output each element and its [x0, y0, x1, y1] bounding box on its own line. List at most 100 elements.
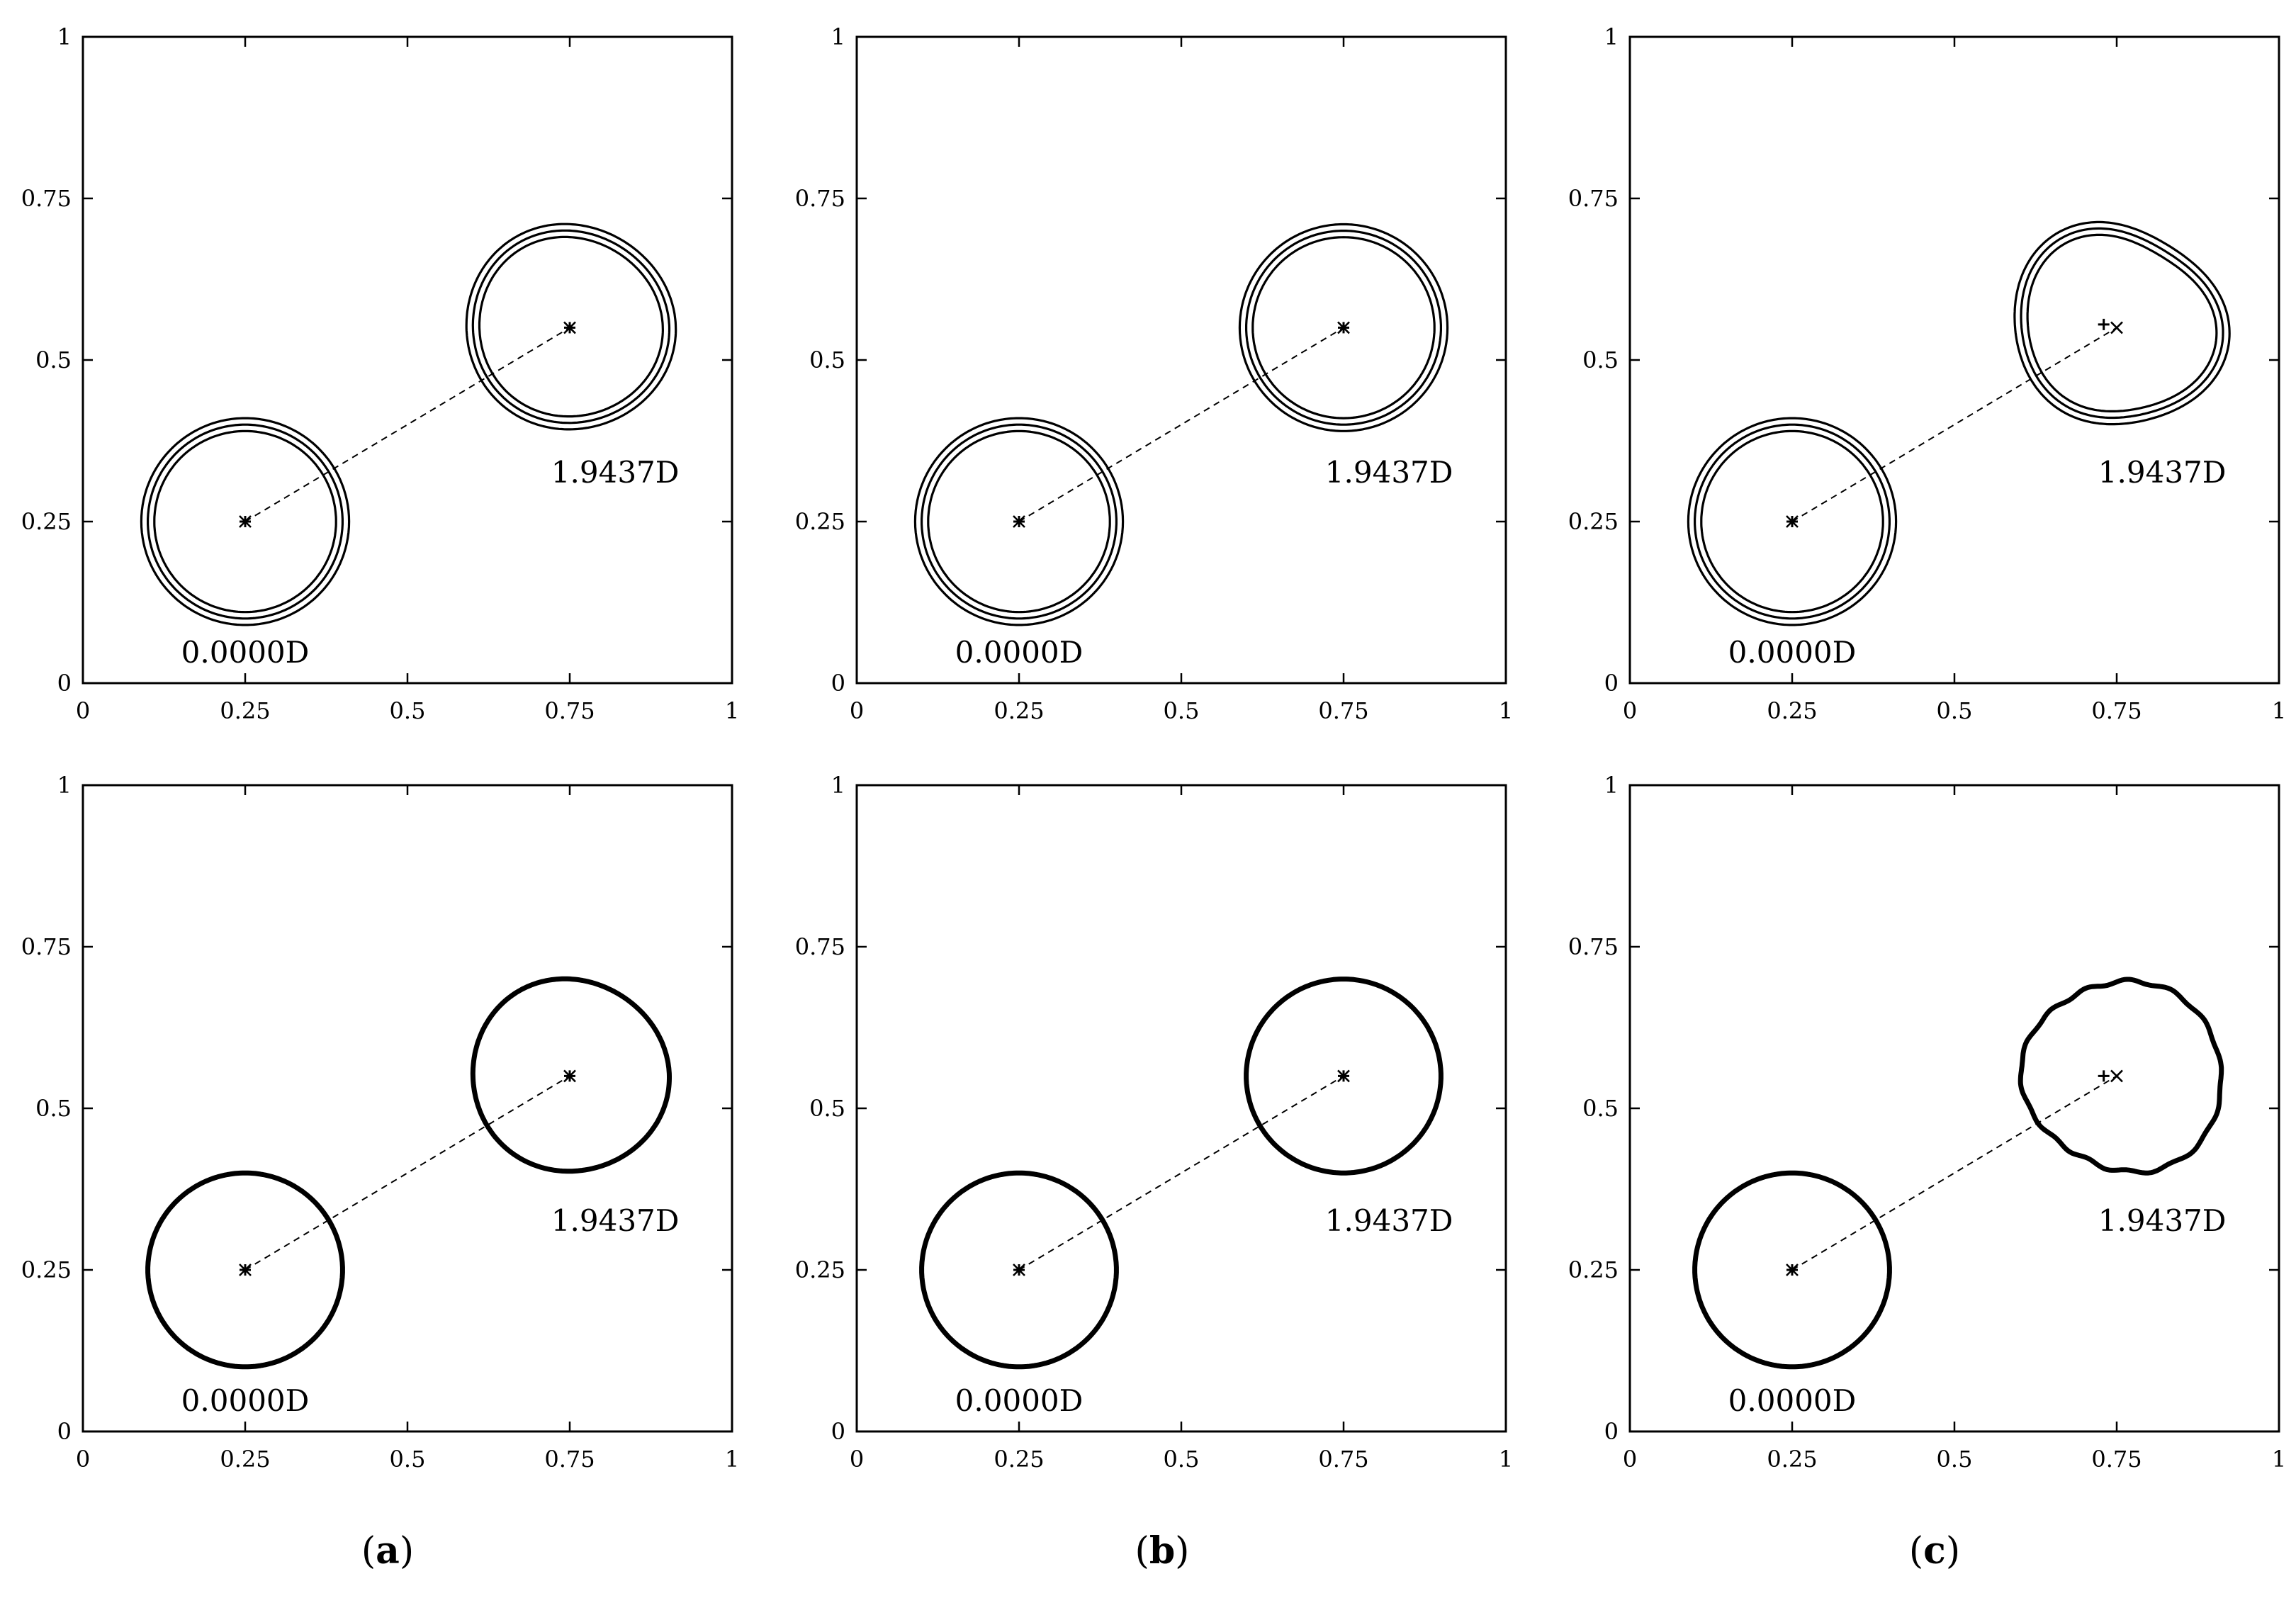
start-distance-label: 0.0000D — [1728, 635, 1857, 670]
y-tick-label: 0.75 — [21, 933, 72, 960]
x-tick-label: 0.75 — [1318, 697, 1368, 724]
panel-c-bottom: 0 0.25 0.5 0.75 1 0 0.25 0.5 0.75 1 0.0000D 1.9437D — [1568, 772, 2286, 1473]
initial-interface-contour — [153, 429, 337, 614]
final-interface-contour — [1251, 236, 1436, 420]
panel-a-bottom: 0 0.25 0.5 0.75 1 0 0.25 0.5 0.75 1 0.0000D 1.9437D — [21, 772, 739, 1473]
x-tick-label: 0 — [850, 697, 864, 724]
y-tick-label: 0 — [831, 1418, 845, 1445]
initial-interface-contour — [1700, 429, 1884, 614]
x-tick-label: 0.75 — [1318, 1446, 1368, 1473]
y-tick-label: 0.5 — [35, 1095, 72, 1122]
y-tick-label: 0.75 — [795, 185, 845, 212]
final-interface-contour — [1245, 230, 1442, 426]
initial-interface-contour — [919, 1170, 1119, 1370]
start-distance-label: 0.0000D — [181, 1383, 310, 1418]
initial-interface-contour — [913, 417, 1125, 626]
panel-a-top: 0 0.25 0.5 0.75 1 0 0.25 0.5 0.75 1 0.0000D 1.9437D — [21, 23, 739, 724]
x-tick-label: 1 — [1499, 697, 1513, 724]
x-tick-label: 0.75 — [2091, 697, 2142, 724]
x-tick-label: 1 — [1499, 1446, 1513, 1473]
final-interface-contour — [470, 976, 672, 1174]
y-tick-label: 0.5 — [35, 347, 72, 373]
panel-c-top: 0 0.25 0.5 0.75 1 0 0.25 0.5 0.75 1 0.0000D 1.9437D — [1568, 23, 2286, 724]
y-tick-label: 0.5 — [1582, 347, 1619, 373]
start-center-marker-plus — [1013, 516, 1025, 527]
plot-frame-b-bottom — [855, 784, 1507, 1433]
initial-interface-contour — [1692, 1170, 1892, 1370]
initial-interface-contour — [147, 423, 344, 620]
trajectory-dashed-line — [1018, 327, 1344, 522]
start-distance-label: 0.0000D — [1728, 1383, 1857, 1418]
x-tick-label: 0.25 — [1767, 697, 1817, 724]
x-tick-label: 1 — [2272, 697, 2286, 724]
end-center-marker-plus — [564, 1070, 575, 1082]
initial-interface-contour — [1687, 417, 1898, 626]
initial-interface-contour — [145, 1170, 345, 1370]
final-interface-contour — [2018, 977, 2224, 1176]
trajectory-dashed-line — [244, 327, 570, 522]
x-tick-label: 0.25 — [994, 1446, 1044, 1473]
caption-a: (a) — [361, 1529, 415, 1572]
x-tick-label: 0 — [1623, 697, 1637, 724]
initial-interface-contour — [921, 423, 1118, 620]
final-interface-contour — [1244, 977, 1444, 1176]
y-tick-label: 0 — [1604, 1418, 1619, 1445]
y-tick-label: 1 — [57, 772, 72, 799]
end-center-marker-plus — [1338, 1070, 1349, 1082]
start-center-marker-plus — [1013, 1264, 1025, 1276]
final-interface-contour — [471, 229, 671, 424]
caption-letter-b: b — [1149, 1529, 1176, 1572]
y-tick-label: 0 — [1604, 670, 1619, 697]
x-tick-label: 0.25 — [994, 697, 1044, 724]
y-tick-label: 0.25 — [1568, 508, 1619, 535]
y-tick-label: 0.25 — [795, 1256, 845, 1283]
y-tick-label: 0.5 — [809, 1095, 845, 1122]
end-center-marker — [2110, 321, 2123, 334]
start-center-marker-plus — [240, 1264, 251, 1276]
caption-c: (c) — [1908, 1529, 1961, 1572]
final-interface-contour — [478, 235, 664, 418]
end-distance-label: 1.9437D — [1325, 1203, 1453, 1238]
x-tick-label: 0 — [1623, 1446, 1637, 1473]
caption-letter-c: c — [1923, 1529, 1946, 1572]
final-interface-contour — [2026, 233, 2218, 412]
x-tick-label: 0.5 — [390, 697, 426, 724]
y-tick-label: 0.75 — [1568, 185, 1619, 212]
x-tick-label: 0 — [76, 1446, 90, 1473]
plot-frame-a-bottom — [81, 784, 733, 1433]
x-tick-label: 0.5 — [1937, 1446, 1973, 1473]
x-tick-label: 0.5 — [1164, 697, 1200, 724]
final-interface-contour — [1238, 223, 1449, 432]
x-tick-label: 1 — [725, 697, 739, 724]
trajectory-dashed-line — [1791, 327, 2117, 522]
plot-frame-c-bottom — [1628, 784, 2280, 1433]
y-tick-label: 1 — [1604, 772, 1619, 799]
caption-letter-a: a — [376, 1529, 400, 1572]
start-center-marker-plus — [240, 516, 251, 527]
x-tick-label: 0.5 — [390, 1446, 426, 1473]
computed-center-marker — [2098, 1070, 2110, 1082]
y-tick-label: 0.25 — [1568, 1256, 1619, 1283]
end-distance-label: 1.9437D — [1325, 455, 1453, 490]
y-tick-label: 0.25 — [795, 508, 845, 535]
x-tick-label: 0.25 — [220, 1446, 270, 1473]
trajectory-dashed-line — [1018, 1075, 1344, 1271]
y-tick-label: 0.75 — [795, 933, 845, 960]
y-tick-label: 0.25 — [21, 508, 72, 535]
trajectory-dashed-line — [244, 1075, 570, 1271]
caption-b: (b) — [1135, 1529, 1190, 1572]
start-center-marker-plus — [1786, 516, 1798, 527]
y-tick-label: 0.25 — [21, 1256, 72, 1283]
y-tick-label: 0 — [57, 1418, 72, 1445]
panel-b-top: 0 0.25 0.5 0.75 1 0 0.25 0.5 0.75 1 0.0000D 1.9437D — [795, 23, 1513, 724]
y-tick-label: 1 — [1604, 23, 1619, 50]
final-interface-contour — [2013, 220, 2231, 426]
y-tick-label: 1 — [831, 772, 845, 799]
end-center-marker-plus — [564, 322, 575, 334]
end-distance-label: 1.9437D — [551, 455, 680, 490]
end-distance-label: 1.9437D — [2098, 1203, 2227, 1238]
final-interface-contour — [2020, 227, 2224, 420]
x-tick-label: 1 — [2272, 1446, 2286, 1473]
initial-interface-contour — [1694, 423, 1891, 620]
